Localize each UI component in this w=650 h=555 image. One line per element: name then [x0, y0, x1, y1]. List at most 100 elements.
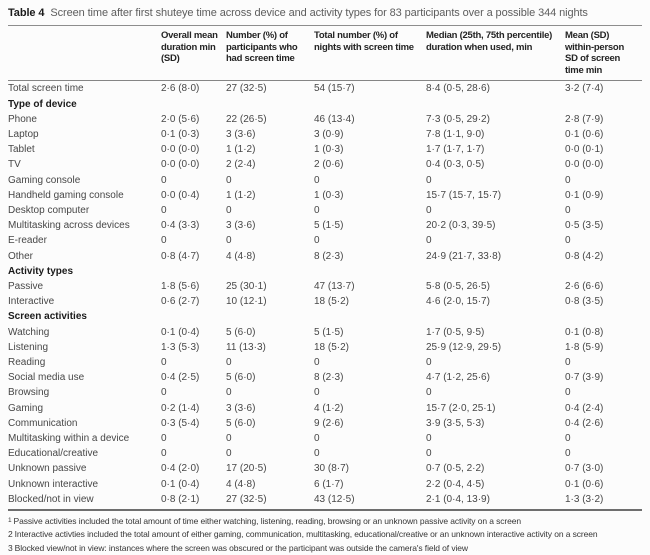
footnote: 1 Passive activities included the total a… — [8, 515, 642, 528]
table-cell: 0 — [226, 174, 232, 186]
table-cell: 0·0 (0·0) — [565, 159, 604, 171]
table-cell: 15·7 (15·7, 15·7) — [426, 189, 502, 201]
table-cell: 0·7 (3·0) — [565, 463, 604, 475]
table-cell: 5 (6·0) — [226, 372, 256, 384]
table-cell — [161, 264, 226, 279]
table-cell: 3 (3·6) — [226, 128, 256, 140]
table-cell: 1 (1·2) — [226, 144, 256, 156]
table-cell: 0 — [226, 205, 232, 216]
table-cell — [314, 309, 426, 324]
table-cell: 0·1 (0·3) — [161, 128, 200, 140]
row-label: Educational/creative — [8, 448, 99, 460]
table-cell: 0·1 (0·4) — [161, 326, 200, 338]
table-row: Reading 0 0 0 0 0 — [8, 355, 642, 370]
table-cell — [226, 97, 314, 112]
footnote-marker: 2 — [8, 529, 13, 540]
footnote-text: Blocked view/not in view: instances wher… — [14, 542, 468, 553]
data-table: Overall mean duration min (SD) Number (%… — [8, 24, 642, 512]
table-row: E-reader 0 0 0 0 0 — [8, 233, 642, 248]
table-row: Social media use 0·4 (2·5) 5 (6·0) 8 (2·3) 4… — [8, 370, 642, 385]
footnote: 2 Interactive activties included the tota… — [8, 528, 642, 541]
table-cell: 2·1 (0·4, 13·9) — [426, 491, 565, 512]
table-cell: 0 — [226, 448, 232, 460]
table-cell: 0 — [314, 205, 320, 216]
table-row: Unknown passive 0·4 (2·0) 17 (20·5) 30 (8·7… — [8, 461, 642, 476]
header-cell-row-label — [8, 24, 161, 82]
table-cell: 8 (2·3) — [314, 372, 344, 384]
table-cell — [565, 264, 642, 279]
table-cell: 0·0 (0·1) — [565, 144, 604, 156]
table-row: Desktop computer 0 0 0 0 0 — [8, 203, 642, 218]
row-label: Tablet — [8, 144, 35, 156]
table-cell: 0·8 (4·2) — [565, 250, 604, 262]
table-cell: 0 — [426, 387, 432, 399]
table-cell: 22 (26·5) — [226, 113, 267, 125]
table-cell: 0 — [565, 433, 571, 445]
table-row: Phone 2·0 (5·6) 22 (26·5) 46 (13·4) 7·3 (0·5… — [8, 112, 642, 127]
table-cell: 0 — [426, 433, 432, 445]
table-header: Overall mean duration min (SD) Number (%… — [8, 24, 642, 82]
table-cell: 0 — [565, 235, 571, 247]
table-cell: 0 — [426, 235, 432, 247]
table-cell — [314, 97, 426, 112]
table-cell: 0 — [314, 387, 320, 399]
table-cell: 0·0 (0·0) — [161, 144, 200, 156]
table-row: Educational/creative 0 0 0 0 0 — [8, 446, 642, 461]
table-cell: 3 (0·9) — [314, 128, 344, 140]
table-cell: 0·4 (2·0) — [161, 463, 200, 475]
table-cell: 0 — [161, 235, 167, 247]
table-cell: 0·8 (2·1) — [161, 491, 226, 512]
row-label: Watching — [8, 326, 50, 338]
table-row: Gaming console 0 0 0 0 0 — [8, 173, 642, 188]
table-row: Multitasking across devices 0·4 (3·3) 3 (3… — [8, 218, 642, 233]
table-cell: 0 — [426, 205, 432, 216]
table-cell: 20·2 (0·3, 39·5) — [426, 220, 496, 232]
table-cell: 2 (0·6) — [314, 159, 344, 171]
table-cell: 3·2 (7·4) — [565, 83, 604, 95]
table-cell: 47 (13·7) — [314, 281, 355, 293]
table-cell: 0·1 (0·6) — [565, 478, 604, 490]
row-label: Blocked/not in view — [8, 491, 161, 512]
row-label: Type of device — [8, 98, 77, 110]
row-label: Multitasking within a device — [8, 433, 130, 445]
footnote-text: Interactive activties included the total… — [14, 529, 598, 540]
footnote: 3 Blocked view/not in view: instances whe… — [8, 542, 642, 555]
table-cell: 2·6 (6·6) — [565, 281, 604, 293]
table-cell: 4·7 (1·2, 25·6) — [426, 372, 490, 384]
row-label: Reading — [8, 357, 46, 369]
table-cell: 1·8 (5·9) — [565, 341, 604, 353]
table-row: Listening 1·3 (5·3) 11 (13·3) 18 (5·2) 25·9 … — [8, 340, 642, 355]
table-body: Total screen time 2·6 (8·0) 27 (32·5) 54 (1… — [8, 81, 642, 512]
table-cell: 0·0 (0·4) — [161, 189, 200, 201]
table-cell: 0·8 (4·7) — [161, 250, 200, 262]
row-label: Listening — [8, 341, 49, 353]
table-cell: 1·7 (1·7, 1·7) — [426, 144, 485, 156]
row-label: E-reader — [8, 235, 47, 247]
header-cell-participants: Number (%) of participants who had scree… — [226, 24, 314, 82]
table-cell: 0·1 (0·9) — [565, 189, 604, 201]
table-cell: 0 — [161, 174, 167, 186]
table-row: Communication 0·3 (5·4) 5 (6·0) 9 (2·6) 3·9 … — [8, 416, 642, 431]
table-cell: 0 — [565, 205, 571, 216]
table-cell — [565, 97, 642, 112]
table-cell: 10 (12·1) — [226, 296, 267, 308]
table-cell: 0 — [161, 433, 167, 445]
table-cell: 1·7 (0·5, 9·5) — [426, 326, 485, 338]
table-cell: 3·9 (3·5, 5·3) — [426, 417, 485, 429]
row-label: Phone — [8, 113, 37, 125]
footnote-marker: 3 — [8, 542, 13, 553]
table-title: Screen time after first shuteye time acr… — [50, 7, 588, 19]
table-cell: 46 (13·4) — [314, 113, 355, 125]
table-cell: 25·9 (12·9, 29·5) — [426, 341, 502, 353]
row-label: Total screen time — [8, 83, 84, 95]
table-cell: 0·1 (0·8) — [565, 326, 604, 338]
table-cell — [314, 264, 426, 279]
header-cell-within-person-sd: Mean (SD) within-person SD of screen tim… — [565, 24, 642, 82]
row-label: Unknown interactive — [8, 478, 99, 490]
table-cell: 24·9 (21·7, 33·8) — [426, 250, 502, 262]
row-label: Communication — [8, 417, 78, 429]
table-cell: 18 (5·2) — [314, 341, 350, 353]
table-cell — [226, 264, 314, 279]
table-cell — [565, 309, 642, 324]
